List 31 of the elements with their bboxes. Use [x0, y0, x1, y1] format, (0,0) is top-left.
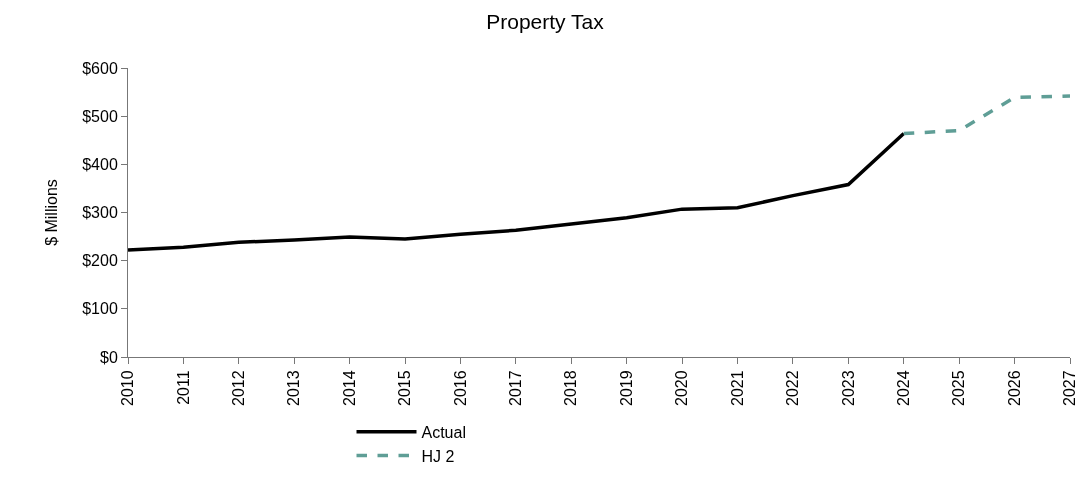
- x-tick-label: 2013: [285, 370, 303, 406]
- x-tick-label: 2014: [340, 370, 358, 406]
- x-tick-label: 2022: [784, 370, 802, 406]
- y-tick-label: $400: [82, 155, 118, 173]
- x-tick-label: 2016: [451, 370, 469, 406]
- x-tick-label: 2023: [839, 370, 857, 406]
- x-tick-label: 2010: [119, 370, 137, 406]
- line-series: [128, 131, 906, 252]
- x-tick-label: 2017: [507, 370, 525, 406]
- chart-title: Property Tax: [486, 10, 605, 34]
- y-tick-label: $500: [82, 107, 118, 125]
- x-tick-label: 2011: [174, 370, 192, 405]
- y-axis-title: $ Millions: [43, 179, 61, 246]
- y-tick-label: $200: [82, 252, 118, 270]
- legend-label: HJ 2: [421, 447, 455, 465]
- x-tick-label: 2018: [562, 370, 580, 406]
- x-tick-label: 2012: [230, 370, 248, 406]
- y-tick-label: $600: [82, 59, 118, 77]
- x-tick-label: 2026: [1005, 370, 1023, 406]
- x-tick-label: 2027: [1061, 370, 1079, 406]
- y-tick-label: $0: [100, 348, 118, 366]
- x-tick-label: 2021: [728, 370, 746, 406]
- y-tick-label: $100: [82, 300, 118, 318]
- legend-label: Actual: [421, 423, 466, 441]
- x-tick-label: 2024: [894, 370, 912, 406]
- x-tick-label: 2025: [950, 370, 968, 406]
- x-tick-label: 2020: [673, 370, 691, 406]
- line-series: [902, 94, 1070, 136]
- x-tick-label: 2019: [617, 370, 635, 406]
- y-tick-label: $300: [82, 204, 118, 222]
- x-tick-label: 2015: [396, 370, 414, 406]
